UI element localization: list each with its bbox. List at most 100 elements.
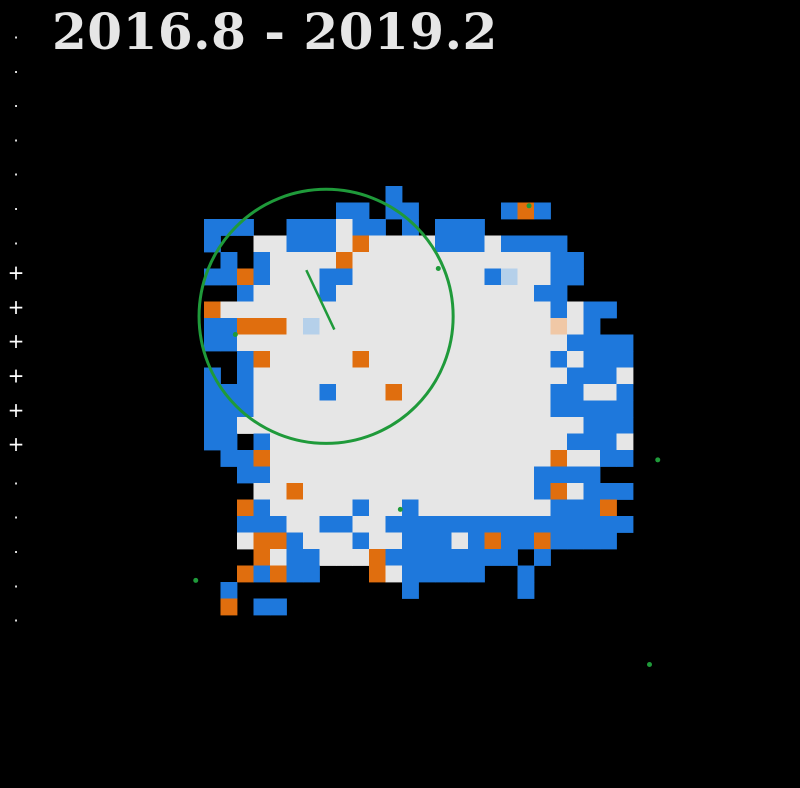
white-cell <box>418 417 436 434</box>
white-cell <box>501 318 518 335</box>
blue-cell <box>435 565 452 583</box>
green-point <box>655 457 661 463</box>
white-cell <box>567 417 584 434</box>
white-cell <box>435 384 452 401</box>
white-cell <box>484 499 502 517</box>
blue-cell <box>451 565 469 583</box>
orange-cell <box>534 532 551 550</box>
white-cell <box>484 417 502 434</box>
white-cell <box>303 301 320 319</box>
white-cell <box>286 400 304 418</box>
white-cell <box>418 351 436 368</box>
white-cell <box>451 334 469 352</box>
white-cell <box>336 483 353 500</box>
orange-cell <box>484 532 502 550</box>
white-cell <box>484 351 502 368</box>
white-cell <box>435 466 452 484</box>
green-point <box>526 203 532 209</box>
white-cell <box>402 252 419 269</box>
white-cell <box>435 499 452 517</box>
white-cell <box>451 400 469 418</box>
blue-cell <box>319 285 337 302</box>
white-cell <box>352 549 370 566</box>
blue-cell <box>253 268 271 286</box>
blue-cell <box>220 582 238 599</box>
white-cell <box>517 384 535 401</box>
white-cell <box>517 433 535 451</box>
white-cell <box>253 483 271 500</box>
white-cell <box>270 285 287 302</box>
white-cell <box>286 301 304 319</box>
white-cell <box>336 384 353 401</box>
blue-cell <box>550 252 568 269</box>
white-cell <box>385 301 403 319</box>
blue-cell <box>567 433 584 451</box>
white-cell <box>517 285 535 302</box>
orange-cell <box>270 532 287 550</box>
white-cell <box>286 516 304 533</box>
white-cell <box>286 450 304 467</box>
light-blue-cell <box>501 268 518 286</box>
orange-cell <box>253 532 271 550</box>
white-cell <box>435 334 452 352</box>
white-cell <box>468 285 485 302</box>
white-cell <box>451 417 469 434</box>
green-point <box>193 577 199 583</box>
white-cell <box>600 384 617 401</box>
blue-cell <box>286 219 304 236</box>
white-cell <box>286 268 304 286</box>
blue-cell <box>534 202 551 220</box>
blue-cell <box>550 301 568 319</box>
blue-cell <box>204 318 221 335</box>
white-cell <box>418 235 436 253</box>
white-cell <box>418 483 436 500</box>
white-cell <box>369 351 386 368</box>
blue-cell <box>220 433 238 451</box>
white-cell <box>369 516 386 533</box>
blue-cell <box>468 235 485 253</box>
white-cell <box>369 268 386 286</box>
white-cell <box>220 301 238 319</box>
white-cell <box>402 235 419 253</box>
white-cell <box>435 301 452 319</box>
white-cell <box>451 466 469 484</box>
white-cell <box>352 466 370 484</box>
blue-cell <box>418 549 436 566</box>
blue-cell <box>319 235 337 253</box>
white-cell <box>336 450 353 467</box>
white-cell <box>385 483 403 500</box>
blue-cell <box>616 417 634 434</box>
blue-cell <box>600 483 617 500</box>
white-cell <box>385 235 403 253</box>
white-cell <box>501 351 518 368</box>
y-tick-label: . <box>13 607 18 626</box>
blue-cell <box>534 285 551 302</box>
white-cell <box>369 252 386 269</box>
white-cell <box>237 301 254 319</box>
white-cell <box>369 433 386 451</box>
blue-cell <box>583 516 601 533</box>
blue-cell <box>534 516 551 533</box>
white-cell <box>253 285 271 302</box>
blue-cell <box>567 252 584 269</box>
blue-cell <box>583 499 601 517</box>
white-cell <box>484 466 502 484</box>
orange-cell <box>517 202 535 220</box>
white-cell <box>451 285 469 302</box>
white-cell <box>451 367 469 385</box>
white-cell <box>468 400 485 418</box>
blue-cell <box>583 466 601 484</box>
white-cell <box>253 400 271 418</box>
white-cell <box>385 351 403 368</box>
orange-cell <box>237 268 254 286</box>
blue-cell <box>253 516 271 533</box>
white-cell <box>402 334 419 352</box>
orange-cell <box>550 483 568 500</box>
blue-cell <box>303 549 320 566</box>
orange-cell <box>270 565 287 583</box>
white-cell <box>303 499 320 517</box>
blue-cell <box>385 186 403 203</box>
white-cell <box>253 334 271 352</box>
white-cell <box>303 334 320 352</box>
blue-cell <box>567 516 584 533</box>
